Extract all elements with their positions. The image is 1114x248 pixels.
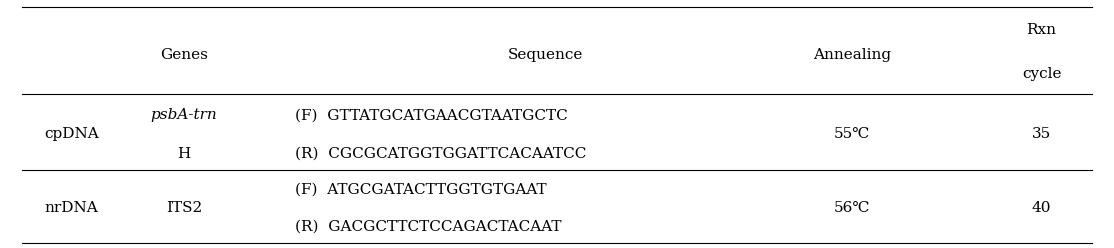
- Text: 35: 35: [1032, 127, 1052, 141]
- Text: 56℃: 56℃: [834, 201, 870, 215]
- Text: (F)  GTTATGCATGAACGTAATGCTC: (F) GTTATGCATGAACGTAATGCTC: [295, 108, 568, 122]
- Text: Rxn: Rxn: [1027, 23, 1056, 37]
- Text: cpDNA: cpDNA: [45, 127, 99, 141]
- Text: psbA-trn: psbA-trn: [150, 108, 217, 122]
- Text: 55℃: 55℃: [834, 127, 870, 141]
- Text: Sequence: Sequence: [508, 48, 584, 62]
- Text: ITS2: ITS2: [166, 201, 202, 215]
- Text: Annealing: Annealing: [813, 48, 891, 62]
- Text: Genes: Genes: [160, 48, 207, 62]
- Text: H: H: [177, 147, 190, 161]
- Text: (R)  GACGCTTCTCCAGACTACAAT: (R) GACGCTTCTCCAGACTACAAT: [295, 220, 561, 234]
- Text: 40: 40: [1032, 201, 1052, 215]
- Text: (R)  CGCGCATGGTGGATTCACAATCC: (R) CGCGCATGGTGGATTCACAATCC: [295, 147, 587, 161]
- Text: nrDNA: nrDNA: [45, 201, 98, 215]
- Text: cycle: cycle: [1022, 67, 1062, 81]
- Text: (F)  ATGCGATACTTGGTGTGAAT: (F) ATGCGATACTTGGTGTGAAT: [295, 183, 547, 197]
